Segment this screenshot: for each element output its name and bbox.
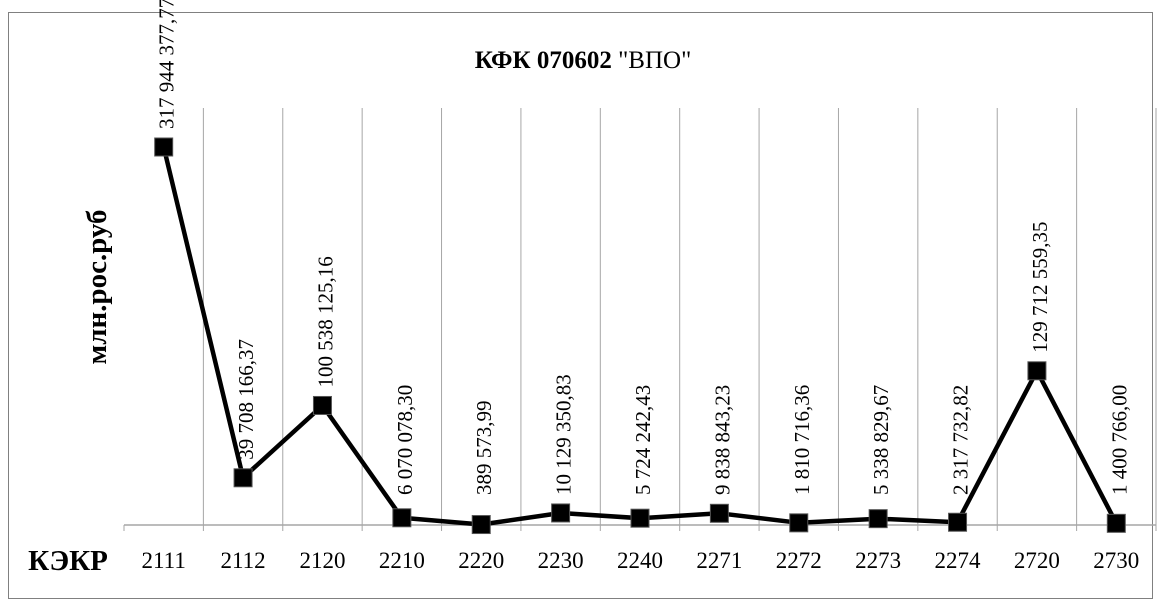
data-point-marker (1106, 513, 1126, 533)
x-tick-label: 2273 (855, 548, 901, 573)
series-markers (154, 137, 1126, 535)
x-tick-label: 2111 (142, 548, 186, 573)
data-label: 39 708 166,37 (234, 339, 258, 460)
x-axis-label: КЭКР (28, 545, 108, 577)
chart-title: КФК 070602 "ВПО" (475, 47, 692, 74)
data-label: 1 400 766,00 (1107, 385, 1131, 495)
data-label: 1 810 716,36 (790, 385, 814, 495)
data-point-marker (1027, 361, 1047, 381)
data-point-marker (312, 395, 332, 415)
data-point-marker (948, 512, 968, 532)
data-label: 5 724 242,43 (631, 385, 655, 495)
x-tick-label: 2272 (776, 548, 822, 573)
data-point-marker (709, 503, 729, 523)
x-tick-label: 2220 (458, 548, 504, 573)
x-tick-label: 2120 (299, 548, 345, 573)
data-point-marker (868, 509, 888, 529)
data-point-marker (471, 515, 491, 535)
x-tick-label: 2274 (935, 548, 982, 573)
data-label: 6 070 078,30 (393, 385, 417, 495)
data-point-marker (551, 503, 571, 523)
data-label: 389 573,99 (472, 401, 496, 496)
y-axis-label: млн.рос.руб (81, 209, 113, 364)
x-tick-label: 2271 (696, 548, 742, 573)
x-tick-label: 2720 (1014, 548, 1060, 573)
data-point-marker (630, 508, 650, 528)
data-point-marker (789, 513, 809, 533)
x-tick-label: 2730 (1093, 548, 1139, 573)
x-tick-label: 2230 (538, 548, 584, 573)
data-point-marker (154, 137, 174, 157)
chart-title-bold: КФК 070602 (475, 47, 612, 74)
tick-labels: 2111 2112 2120 2210 2220 2230 2240 2271 2272 2273… (142, 548, 1140, 573)
data-label: 100 538 125,16 (314, 256, 338, 387)
data-label: 10 129 350,83 (552, 374, 576, 495)
x-tick-label: 2112 (220, 548, 265, 573)
x-tick-label: 2210 (379, 548, 425, 573)
x-tick-label: 2240 (617, 548, 663, 573)
grid-lines (123, 108, 1157, 531)
data-label: 2 317 732,82 (949, 385, 973, 495)
data-label: 5 338 829,67 (869, 385, 893, 495)
chart-frame (8, 12, 1153, 599)
data-point-marker (392, 508, 412, 528)
data-label: 129 712 559,35 (1028, 222, 1052, 353)
chart-title-rest: "ВПО" (612, 47, 691, 74)
data-point-marker (233, 468, 253, 488)
data-label: 9 838 843,23 (710, 385, 734, 495)
data-labels: 317 944 377,77 39 708 166,37 100 538 125,1… (155, 0, 1132, 495)
data-label: 317 944 377,77 (155, 0, 179, 129)
